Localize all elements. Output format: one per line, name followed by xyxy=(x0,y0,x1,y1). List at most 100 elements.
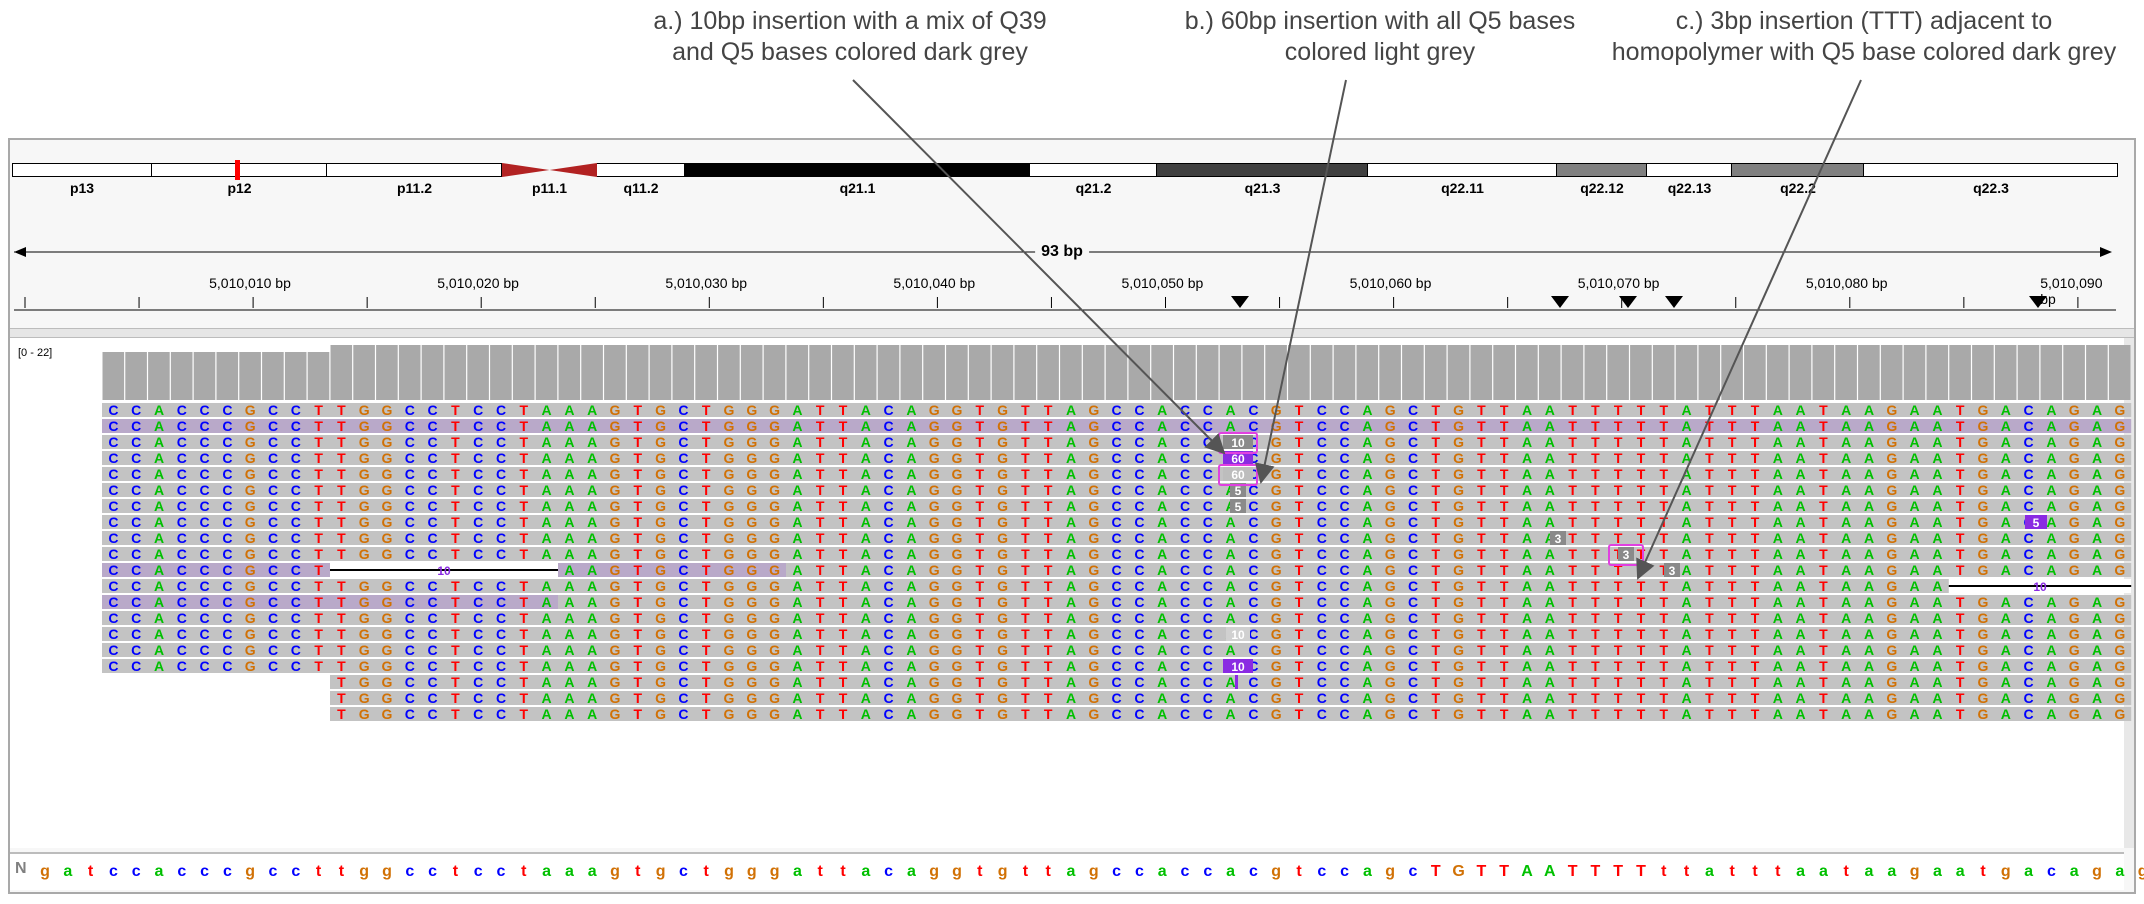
read-base: T xyxy=(1637,594,1646,610)
read-base: A xyxy=(1932,450,1942,466)
read-base: T xyxy=(1477,482,1486,498)
read-base: C xyxy=(108,466,118,482)
read-base: G xyxy=(655,434,666,450)
read-base: T xyxy=(520,578,529,594)
read-base: C xyxy=(496,418,506,434)
read-base: A xyxy=(154,402,164,418)
read-base: T xyxy=(1568,706,1577,722)
read-base: A xyxy=(861,466,871,482)
read-base: A xyxy=(1362,514,1372,530)
read-base: C xyxy=(405,610,415,626)
read-base: G xyxy=(746,642,757,658)
read-base: T xyxy=(1614,706,1623,722)
read-base: C xyxy=(1340,690,1350,706)
read-base: A xyxy=(542,434,552,450)
read-base: G xyxy=(2069,466,2080,482)
read-base: T xyxy=(1477,626,1486,642)
read-base: A xyxy=(1157,706,1167,722)
read-base: G xyxy=(610,594,621,610)
read-base: G xyxy=(655,562,666,578)
coverage-range-label: [0 - 22] xyxy=(18,347,53,359)
read-base: T xyxy=(1477,530,1486,546)
read-base: T xyxy=(1614,690,1623,706)
deletion-label: 10 xyxy=(437,564,451,578)
read-base: G xyxy=(997,658,1008,674)
band-label: q22.3 xyxy=(1973,180,2009,196)
read-base: C xyxy=(1203,610,1213,626)
read-base: T xyxy=(337,578,346,594)
read-base: G xyxy=(1453,402,1464,418)
annotation-b-line2: colored light grey xyxy=(1284,38,1476,66)
read-base: C xyxy=(222,418,232,434)
read-base: T xyxy=(1477,514,1486,530)
read-base: G xyxy=(245,658,256,674)
band-q22.11[interactable] xyxy=(1368,163,1557,177)
read-base: A xyxy=(1773,578,1783,594)
read-base: T xyxy=(337,418,346,434)
read-base: T xyxy=(337,674,346,690)
band-q22.3[interactable] xyxy=(1864,163,2118,177)
read-base: C xyxy=(2024,530,2034,546)
read-base: G xyxy=(1385,450,1396,466)
read-base: G xyxy=(952,658,963,674)
read-base: T xyxy=(816,418,825,434)
read-base: A xyxy=(154,498,164,514)
read-base: A xyxy=(792,562,802,578)
read-base: A xyxy=(1796,658,1806,674)
read-base: C xyxy=(1180,706,1190,722)
read-base: T xyxy=(520,690,529,706)
read-base: G xyxy=(359,466,370,482)
read-base: C xyxy=(473,498,483,514)
read-base: T xyxy=(337,658,346,674)
read-base: T xyxy=(1021,498,1030,514)
read-base: C xyxy=(1340,482,1350,498)
read-base: G xyxy=(610,690,621,706)
read-base: A xyxy=(542,530,552,546)
read-base: T xyxy=(634,546,643,562)
read-base: A xyxy=(1545,626,1555,642)
read-base: G xyxy=(1453,706,1464,722)
insertion-marker: 10 xyxy=(1226,627,1250,642)
read-base: A xyxy=(1157,514,1167,530)
coverage-bar xyxy=(330,345,353,400)
read-base: G xyxy=(2069,434,2080,450)
reference-base: t xyxy=(1844,863,1850,880)
read-base: C xyxy=(1340,658,1350,674)
read-base: C xyxy=(200,626,210,642)
ruler-tick-label: 5,010,060 bp xyxy=(1349,275,1432,291)
read-base: A xyxy=(587,418,597,434)
read-base: G xyxy=(382,434,393,450)
read-base: A xyxy=(1157,674,1167,690)
band-p13[interactable] xyxy=(12,163,152,177)
read-base: C xyxy=(1112,450,1122,466)
read-base: T xyxy=(839,514,848,530)
band-p11.1[interactable] xyxy=(502,163,597,177)
read-base: G xyxy=(929,658,940,674)
read-base: C xyxy=(291,466,301,482)
read-base: G xyxy=(1453,498,1464,514)
read-base: C xyxy=(1248,610,1258,626)
band-q11.2[interactable] xyxy=(597,163,685,177)
read-base: A xyxy=(1545,690,1555,706)
coverage-bar xyxy=(672,345,695,400)
read-base: C xyxy=(496,594,506,610)
read-base: C xyxy=(1112,642,1122,658)
read-base: C xyxy=(268,402,278,418)
read-base: T xyxy=(1751,674,1760,690)
read-base: T xyxy=(1728,578,1737,594)
band-p11.2[interactable] xyxy=(327,163,502,177)
reference-base: T xyxy=(1499,863,1509,880)
read-base: G xyxy=(359,594,370,610)
read-base: T xyxy=(1432,482,1441,498)
read-base: T xyxy=(839,546,848,562)
read-base: C xyxy=(1180,546,1190,562)
read-base: G xyxy=(1088,626,1099,642)
span-arrow-right xyxy=(2100,247,2112,257)
read-base: C xyxy=(2024,482,2034,498)
read-base: C xyxy=(200,578,210,594)
read-base: T xyxy=(1021,482,1030,498)
reference-base: g xyxy=(998,863,1008,880)
read-base: C xyxy=(1317,610,1327,626)
